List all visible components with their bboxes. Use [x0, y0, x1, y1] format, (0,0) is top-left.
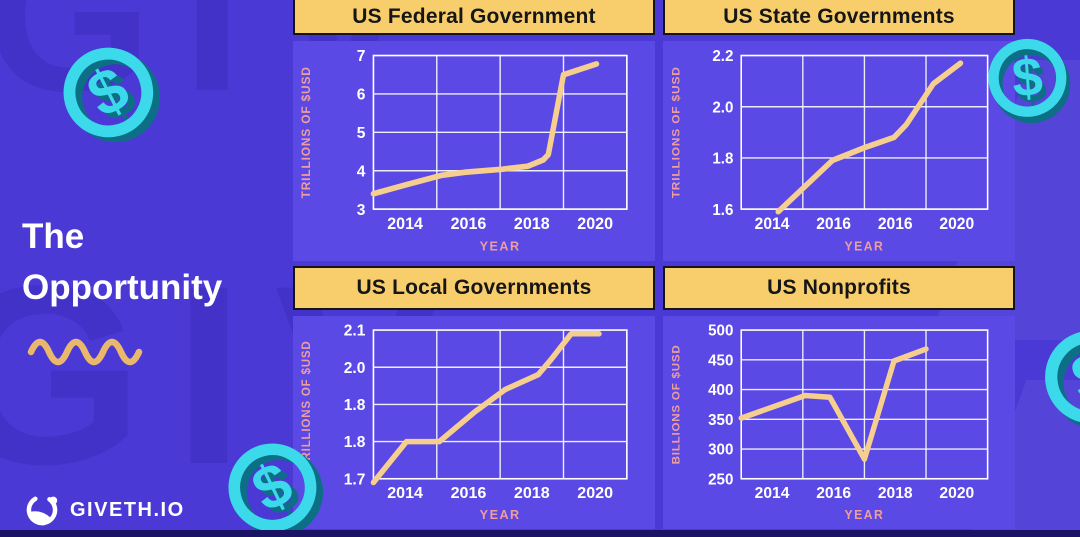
svg-text:350: 350: [708, 412, 733, 429]
svg-text:400: 400: [708, 382, 733, 399]
chart-card-nonprofits: US Nonprofits 500 450 400 350 300 250 2014 2016…: [663, 266, 1015, 529]
svg-text:2014: 2014: [755, 214, 790, 233]
page-title-line2: Opportunity: [22, 267, 223, 307]
svg-text:1.8: 1.8: [712, 150, 733, 167]
chart-title-federal: US Federal Government: [293, 0, 655, 35]
svg-text:2014: 2014: [755, 485, 790, 502]
svg-text:1.7: 1.7: [344, 471, 366, 488]
svg-text:4: 4: [357, 163, 366, 180]
svg-text:2.0: 2.0: [712, 99, 733, 116]
svg-text:2016: 2016: [816, 485, 851, 502]
svg-text:2018: 2018: [514, 484, 550, 502]
svg-text:2020: 2020: [577, 484, 613, 502]
chart-panel-local: 2.1 2.0 1.8 1.8 1.7 2014 2016 2018 2020 YEAR TRILL…: [293, 316, 655, 529]
chart-title-nonprofits: US Nonprofits: [663, 266, 1015, 310]
svg-text:1.6: 1.6: [712, 201, 733, 218]
svg-text:TRILLIONS OF $USD: TRILLIONS OF $USD: [301, 341, 313, 469]
svg-text:2.1: 2.1: [344, 323, 366, 340]
svg-text:6: 6: [357, 86, 366, 103]
svg-text:1.8: 1.8: [344, 434, 366, 451]
line-chart-state: 2.2 2.0 1.8 1.6 2014 2016 2016 2020 YEAR TRILLION…: [671, 48, 989, 254]
svg-text:250: 250: [708, 471, 733, 488]
svg-text:3: 3: [357, 202, 366, 219]
svg-text:2016: 2016: [451, 484, 487, 502]
svg-text:450: 450: [708, 352, 733, 369]
chart-title-local: US Local Governments: [293, 266, 655, 310]
chart-panel-federal: 7 6 5 4 3 2014 2016 2018 2020 YEAR TRILLIONS OF $U…: [293, 41, 655, 261]
brand-logo-text: GIVETH.IO: [70, 498, 185, 521]
svg-text:2020: 2020: [577, 215, 613, 233]
svg-text:2018: 2018: [878, 485, 913, 502]
page-title-line1: The: [22, 217, 85, 256]
svg-text:YEAR: YEAR: [480, 238, 521, 253]
svg-text:YEAR: YEAR: [480, 508, 521, 522]
svg-text:2016: 2016: [451, 215, 487, 233]
svg-text:2018: 2018: [514, 215, 550, 233]
svg-text:5: 5: [357, 125, 366, 142]
wave-underline-decoration: [27, 338, 143, 365]
svg-text:7: 7: [357, 48, 366, 65]
dollar-coin-icon: $ $: [45, 28, 177, 160]
svg-text:2014: 2014: [387, 484, 423, 502]
page-title: The Opportunity: [22, 212, 222, 314]
chart-card-local: US Local Governments 2.1 2.0 1.8 1.8 1.7 2014…: [293, 266, 655, 529]
svg-text:2016: 2016: [816, 214, 851, 233]
dollar-coin-icon: $ $: [1032, 317, 1080, 440]
bottom-edge-strip: [0, 530, 1080, 537]
svg-text:2.2: 2.2: [712, 48, 733, 65]
brand-logo: GIVETH.IO: [24, 492, 185, 528]
svg-text:YEAR: YEAR: [845, 508, 885, 522]
dollar-coin-icon: $ $: [976, 27, 1080, 133]
svg-text:2014: 2014: [387, 215, 423, 233]
chart-panel-nonprofits: 500 450 400 350 300 250 2014 2016 2018 2020 YEAR BI…: [663, 316, 1015, 529]
chart-card-state: US State Governments 2.2 2.0 1.8 1.6 2014 201…: [663, 0, 1015, 261]
svg-text:$: $: [1010, 46, 1045, 109]
line-chart-nonprofits: 500 450 400 350 300 250 2014 2016 2018 2020 YEAR BI…: [671, 322, 989, 522]
svg-text:2016: 2016: [878, 214, 913, 233]
giveth-logo-icon: [26, 494, 58, 526]
chart-panel-state: 2.2 2.0 1.8 1.6 2014 2016 2016 2020 YEAR TRILLION…: [663, 41, 1015, 261]
chart-card-federal: US Federal Government 7 6 5 4 3 2014 2016 2018 2…: [293, 0, 655, 261]
svg-text:TRILLIONS OF $USD: TRILLIONS OF $USD: [671, 66, 683, 198]
line-chart-federal: 7 6 5 4 3 2014 2016 2018 2020 YEAR TRILLIONS OF $U…: [300, 48, 628, 254]
svg-text:2020: 2020: [939, 485, 974, 502]
svg-text:YEAR: YEAR: [845, 239, 885, 253]
dollar-coin-icon: $ $: [211, 425, 339, 537]
svg-text:TRILLIONS OF $USD: TRILLIONS OF $USD: [300, 66, 313, 198]
svg-text:2020: 2020: [939, 214, 974, 233]
svg-text:BILLIONS OF $USD: BILLIONS OF $USD: [671, 344, 683, 464]
svg-text:2.0: 2.0: [344, 360, 366, 377]
line-chart-local: 2.1 2.0 1.8 1.8 1.7 2014 2016 2018 2020 YEAR TRILL…: [301, 323, 628, 522]
svg-text:1.8: 1.8: [344, 397, 366, 414]
slide-heading-block: The Opportunity: [22, 212, 222, 366]
svg-text:500: 500: [708, 322, 733, 339]
svg-text:300: 300: [708, 441, 733, 458]
chart-title-state: US State Governments: [663, 0, 1015, 35]
